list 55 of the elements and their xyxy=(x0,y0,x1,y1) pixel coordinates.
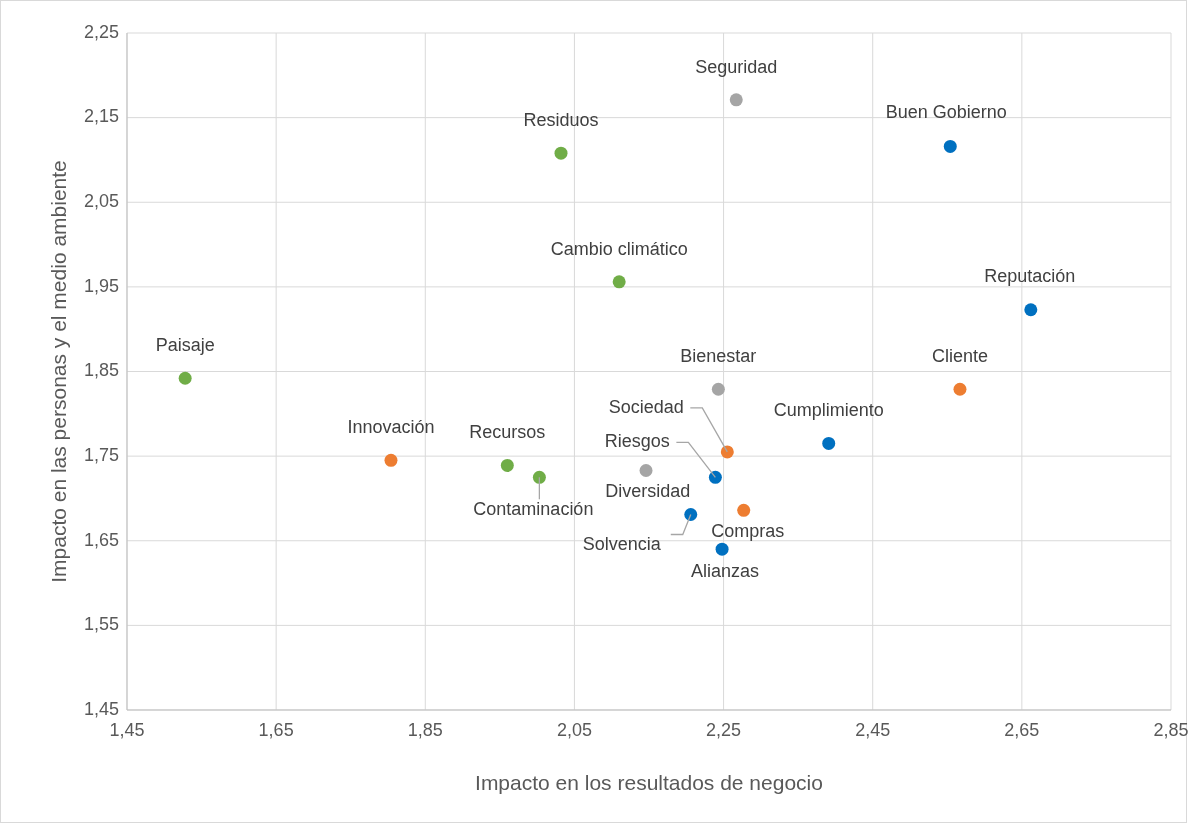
annotation: Contaminación xyxy=(473,499,594,520)
point xyxy=(720,445,734,459)
annotation: Cambio climático xyxy=(550,238,688,259)
annotation: Cumplimiento xyxy=(773,400,884,421)
annotation: Cliente xyxy=(931,346,988,367)
point xyxy=(554,146,568,160)
annotation: Riesgos xyxy=(604,431,670,452)
point xyxy=(639,464,653,478)
annotation: Bienestar xyxy=(680,346,757,367)
annotation: Residuos xyxy=(523,109,599,130)
annotation: Solvencia xyxy=(582,534,662,555)
annotation: Seguridad xyxy=(695,56,778,77)
y-tick-label: 2,05 xyxy=(83,191,119,211)
x-tick-label: 2,65 xyxy=(1004,720,1040,740)
annotation: Innovación xyxy=(347,417,435,438)
y-tick-label: 1,75 xyxy=(83,444,119,465)
x-tick-label: 1,65 xyxy=(258,720,294,740)
annotation: Compras xyxy=(711,521,785,542)
point xyxy=(384,453,398,467)
x-tick-label: 1,45 xyxy=(109,720,145,740)
y-axis-title: Impacto en las personas y el medio ambiente xyxy=(47,160,70,583)
y-tick-label: 1,55 xyxy=(83,614,119,635)
point xyxy=(943,139,957,153)
annotation: Sociedad xyxy=(608,396,684,417)
annotation: Buen Gobierno xyxy=(885,102,1007,123)
y-tick-label: 2,25 xyxy=(83,21,119,42)
annotation: Diversidad xyxy=(605,481,691,502)
point xyxy=(612,275,626,289)
point xyxy=(1024,303,1038,317)
x-tick-label: 1,85 xyxy=(407,720,443,740)
x-tick-label: 2,45 xyxy=(855,720,891,740)
point xyxy=(708,470,722,484)
y-tick-label: 1,95 xyxy=(83,275,119,296)
point xyxy=(822,436,836,450)
y-tick-label: 2,15 xyxy=(83,106,119,127)
point xyxy=(711,382,725,396)
point xyxy=(715,542,729,556)
y-tick-label: 1,65 xyxy=(83,529,119,550)
x-tick-label: 2,05 xyxy=(556,720,592,740)
point xyxy=(178,371,192,385)
point xyxy=(684,508,698,522)
y-tick-label: 1,45 xyxy=(83,698,119,719)
point xyxy=(737,503,751,517)
annotation: Paisaje xyxy=(155,335,215,356)
x-tick-label: 2,25 xyxy=(706,720,742,740)
x-tick-label: 2,85 xyxy=(1153,720,1189,740)
y-tick-label: 1,85 xyxy=(83,360,119,381)
annotation: Alianzas xyxy=(691,560,760,581)
point xyxy=(532,470,546,484)
annotation: Recursos xyxy=(469,422,546,443)
point xyxy=(953,382,967,396)
annotation: Reputación xyxy=(984,266,1076,287)
x-axis-title: Impacto en los resultados de negocio xyxy=(475,771,823,794)
point xyxy=(500,458,514,472)
point xyxy=(729,93,743,107)
